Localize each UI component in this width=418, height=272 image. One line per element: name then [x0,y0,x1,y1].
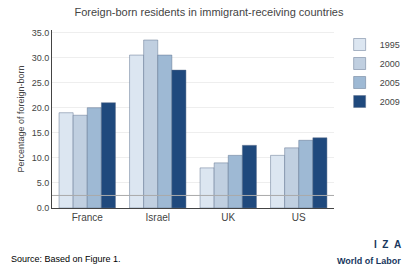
svg-text:Percentage of foreign-born: Percentage of foreign-born [16,65,26,172]
svg-text:2009: 2009 [380,97,400,107]
svg-text:20.0: 20.0 [32,103,50,113]
svg-text:Foreign-born residents in immi: Foreign-born residents in immigrant-rece… [74,6,344,18]
svg-text:2005: 2005 [380,78,400,88]
svg-text:France: France [72,212,104,223]
svg-text:30.0: 30.0 [32,53,50,63]
svg-text:15.0: 15.0 [32,128,50,138]
svg-text:I Z A: I Z A [374,239,401,250]
svg-text:1995: 1995 [380,40,400,50]
svg-text:10.0: 10.0 [32,153,50,163]
svg-text:Source: Based on Figure 1.: Source: Based on Figure 1. [11,254,121,264]
svg-text:UK: UK [221,212,235,223]
svg-text:35.0: 35.0 [32,28,50,38]
svg-text:Israel: Israel [146,212,170,223]
svg-text:2000: 2000 [380,59,400,69]
svg-text:25.0: 25.0 [32,78,50,88]
svg-text:World of Labor: World of Labor [337,256,401,266]
svg-text:5.0: 5.0 [37,178,50,188]
svg-text:0.0: 0.0 [37,203,50,213]
svg-text:US: US [292,212,306,223]
